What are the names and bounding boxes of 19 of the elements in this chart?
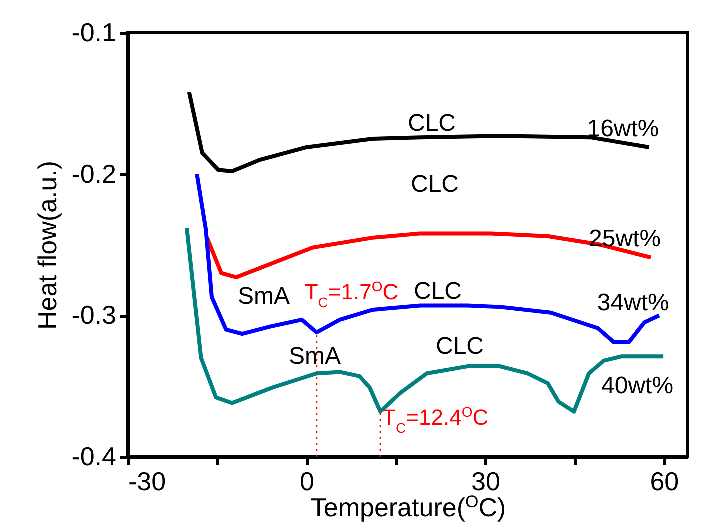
y-tick-label: -0.4 — [72, 442, 116, 472]
ref-line-label: T$_{C}$=1.7$^{O}$C — [304, 278, 399, 311]
series-label: 40wt% — [602, 372, 674, 400]
y-tick-label: -0.1 — [72, 18, 116, 48]
x-tick-label: 60 — [650, 466, 680, 496]
series-label: 34wt% — [597, 290, 670, 317]
annotation: SmA — [288, 343, 342, 370]
series-label: 25wt% — [589, 226, 662, 253]
annotation: CLC — [408, 110, 456, 137]
y-axis-title: Heat flow(a.u.) — [32, 160, 63, 330]
ref-line-label: T$_{C}$=12.4$^{O}$C — [382, 404, 489, 436]
annotation: SmA — [238, 283, 290, 310]
annotation: CLC — [436, 333, 484, 360]
y-tick-label: -0.3 — [72, 300, 116, 330]
annotation: CLC — [410, 171, 460, 198]
y-tick-label: -0.2 — [72, 158, 116, 189]
x-tick-label: -30 — [128, 466, 166, 496]
series-label: 16wt% — [587, 115, 660, 142]
annotation: CLC — [414, 278, 462, 305]
